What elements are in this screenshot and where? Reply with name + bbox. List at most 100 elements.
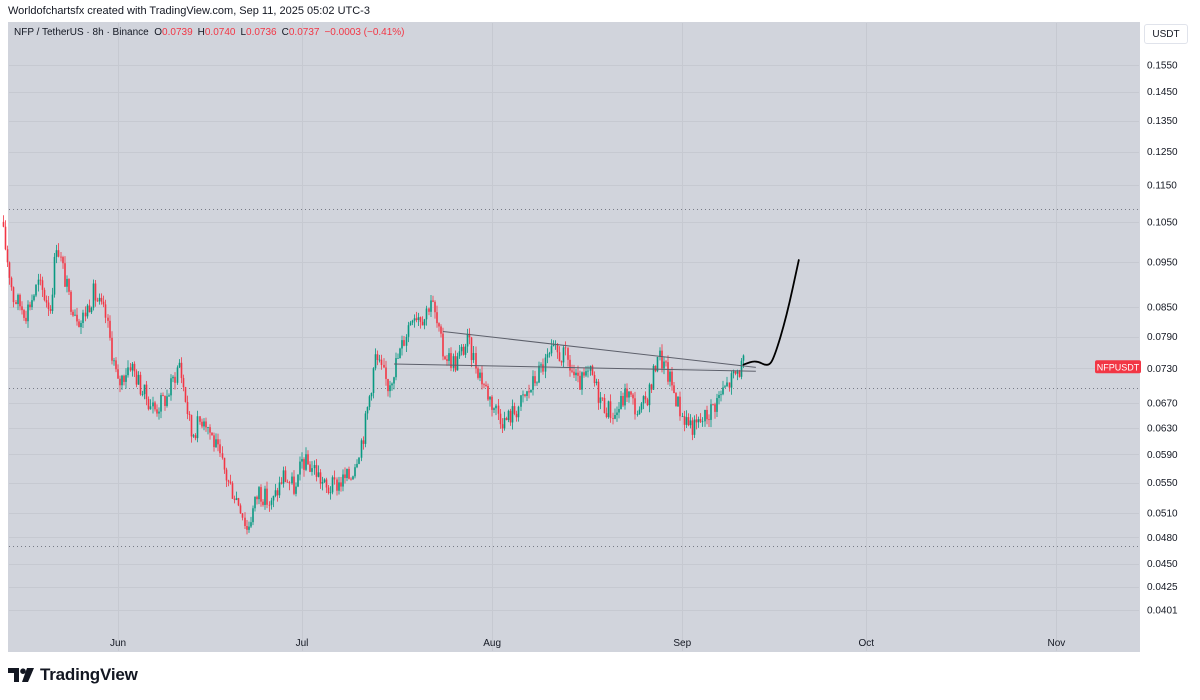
candle-body: [661, 350, 663, 369]
projection-arrow-path[interactable]: [742, 259, 800, 366]
close-value: 0.0737: [288, 27, 320, 38]
y-axis-tick-label: 0.0480: [1147, 533, 1178, 544]
y-axis-tick-label: 0.1050: [1147, 217, 1178, 228]
candle-body: [35, 284, 37, 296]
candle-body: [199, 416, 201, 422]
candle-body: [470, 337, 473, 361]
candle-body: [497, 405, 500, 414]
candle-body: [724, 386, 726, 388]
candle-body: [57, 250, 60, 257]
candle-body: [409, 322, 412, 326]
candle-body: [468, 333, 471, 338]
candle-body: [511, 406, 514, 423]
candle-body: [333, 477, 336, 480]
candle-body: [579, 375, 581, 390]
currency-unit-button[interactable]: USDT: [1144, 24, 1188, 44]
candle-body: [297, 474, 299, 487]
candle-body: [321, 482, 324, 484]
y-axis-tick-label: 0.1250: [1147, 147, 1178, 158]
candle-body: [685, 417, 688, 425]
candle-body: [21, 306, 23, 311]
symbol-label[interactable]: NFP / TetherUS · 8h · Binance: [14, 27, 149, 38]
candle-body: [456, 356, 459, 371]
candle-body: [736, 371, 739, 374]
candle-body: [491, 396, 493, 410]
candle-body: [532, 376, 534, 390]
candle-body: [436, 312, 438, 324]
candle-body: [691, 420, 694, 435]
candle-body: [323, 479, 326, 483]
candle-body: [718, 394, 720, 399]
candle-body: [460, 346, 463, 352]
candle-body: [299, 461, 301, 475]
candle-body: [612, 418, 614, 419]
candle-body: [43, 289, 46, 301]
candle-body: [618, 408, 620, 413]
candle-body: [336, 479, 338, 491]
candle-body: [86, 305, 89, 317]
candle-body: [250, 522, 252, 527]
candle-body: [17, 294, 19, 305]
candle-body: [49, 308, 52, 311]
chart-frame: [8, 22, 1140, 652]
candle-body: [720, 394, 722, 396]
candle-body: [624, 388, 626, 406]
candle-body: [262, 501, 264, 505]
candle-body: [726, 382, 728, 387]
candle-body: [102, 301, 105, 305]
candle-body: [395, 358, 397, 378]
candle-body: [282, 470, 285, 484]
candle-body: [417, 317, 420, 320]
candle-body: [33, 295, 35, 301]
candle-body: [286, 481, 289, 483]
candle-body: [360, 440, 363, 458]
candle-body: [278, 482, 281, 496]
candle-body: [143, 384, 146, 395]
candle-body: [536, 382, 538, 384]
candle-body: [137, 374, 140, 385]
candle-body: [587, 370, 589, 372]
candle-body: [599, 397, 602, 403]
candle-body: [648, 384, 651, 406]
candle-body: [546, 354, 549, 358]
candle-body: [221, 453, 224, 458]
candle-body: [133, 363, 136, 372]
candle-body: [683, 416, 686, 425]
candle-body: [722, 387, 724, 395]
change-value: −0.0003 (−0.41%): [324, 27, 405, 38]
candle-body: [8, 262, 11, 278]
y-axis-tick-label: 0.0550: [1147, 478, 1178, 489]
y-axis-tick-label: 0.0630: [1147, 423, 1178, 434]
candle-body: [113, 360, 115, 362]
candle-body: [452, 356, 455, 368]
candle-body: [475, 353, 477, 369]
candle-body: [217, 439, 219, 445]
candle-body: [331, 477, 334, 493]
candle-body: [646, 399, 649, 406]
candle-body: [636, 414, 639, 415]
candle-body: [517, 406, 520, 418]
candle-body: [288, 482, 291, 484]
candle-body: [313, 465, 316, 469]
candle-body: [681, 416, 684, 418]
candle-body: [10, 277, 13, 288]
candle-body: [241, 513, 244, 518]
chart-credit: Worldofchartsfx created with TradingView…: [8, 5, 370, 17]
candle-body: [534, 376, 536, 384]
candle-body: [663, 361, 665, 369]
low-value: 0.0736: [246, 27, 277, 38]
candle-body: [356, 463, 358, 468]
candle-body: [196, 416, 199, 439]
candle-body: [119, 378, 121, 386]
candle-body: [389, 385, 391, 392]
candle-body: [391, 383, 393, 386]
price-tag-label: NFPUSDT: [1097, 362, 1140, 372]
candle-body: [117, 369, 119, 379]
candle-body: [742, 355, 745, 361]
trendline[interactable]: [443, 331, 756, 368]
candle-body: [695, 419, 698, 423]
candle-body: [364, 413, 367, 444]
candle-body: [464, 346, 467, 355]
trendline[interactable]: [393, 363, 756, 372]
